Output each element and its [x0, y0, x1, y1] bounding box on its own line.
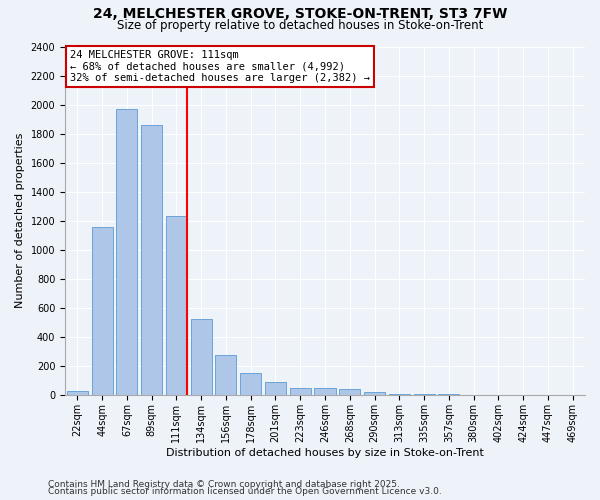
Bar: [339, 389, 360, 395]
Bar: [141, 125, 162, 395]
Bar: [290, 388, 311, 395]
Bar: [413, 394, 434, 395]
Bar: [389, 394, 410, 395]
Y-axis label: Number of detached properties: Number of detached properties: [15, 133, 25, 308]
Bar: [67, 390, 88, 395]
Bar: [191, 320, 212, 395]
Bar: [215, 355, 236, 395]
Bar: [314, 388, 335, 395]
Text: 24, MELCHESTER GROVE, STOKE-ON-TRENT, ST3 7FW: 24, MELCHESTER GROVE, STOKE-ON-TRENT, ST…: [93, 8, 507, 22]
Text: 24 MELCHESTER GROVE: 111sqm
← 68% of detached houses are smaller (4,992)
32% of : 24 MELCHESTER GROVE: 111sqm ← 68% of det…: [70, 50, 370, 83]
Bar: [166, 216, 187, 395]
Text: Size of property relative to detached houses in Stoke-on-Trent: Size of property relative to detached ho…: [117, 19, 483, 32]
Bar: [240, 373, 261, 395]
Text: Contains HM Land Registry data © Crown copyright and database right 2025.: Contains HM Land Registry data © Crown c…: [48, 480, 400, 489]
X-axis label: Distribution of detached houses by size in Stoke-on-Trent: Distribution of detached houses by size …: [166, 448, 484, 458]
Bar: [364, 392, 385, 395]
Bar: [116, 109, 137, 395]
Bar: [265, 382, 286, 395]
Bar: [92, 226, 113, 395]
Text: Contains public sector information licensed under the Open Government Licence v3: Contains public sector information licen…: [48, 487, 442, 496]
